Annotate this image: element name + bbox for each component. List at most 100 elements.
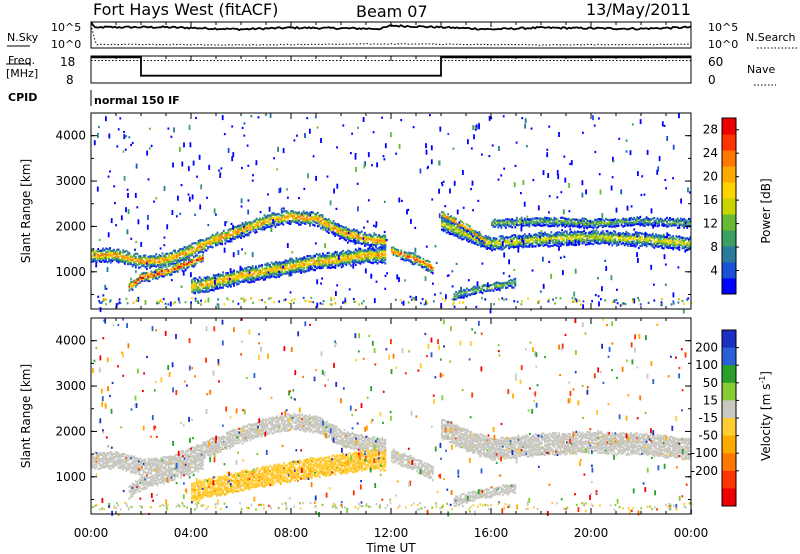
power-cell <box>427 267 429 270</box>
power-cell <box>345 251 348 254</box>
power-cell <box>397 249 400 252</box>
power-cell <box>100 260 103 263</box>
power-cell <box>125 260 128 263</box>
power-cell <box>659 234 662 237</box>
power-cell <box>279 217 282 220</box>
power-cell <box>531 217 534 220</box>
power-cell <box>597 224 600 227</box>
power-cell <box>464 233 467 236</box>
power-cell <box>261 266 263 269</box>
power-cell <box>347 258 349 261</box>
power-cell <box>192 277 195 280</box>
power-cell <box>199 239 202 242</box>
power-cell <box>447 231 450 234</box>
power-cell <box>616 234 618 237</box>
power-cell <box>116 251 118 254</box>
power-cell <box>586 243 589 246</box>
power-cell <box>234 281 237 284</box>
power-cell <box>302 212 305 215</box>
power-cell <box>169 262 172 265</box>
power-cell <box>403 253 406 256</box>
power-cell <box>221 236 223 240</box>
power-cell <box>626 244 629 247</box>
power-cell <box>548 225 551 228</box>
power-cell <box>603 234 606 237</box>
power-cell <box>337 228 340 231</box>
power-cell <box>450 221 453 224</box>
power-cell <box>259 269 262 272</box>
power-cell <box>226 279 229 282</box>
power-cell <box>379 248 382 251</box>
power-cell <box>186 265 189 268</box>
power-cell <box>162 269 165 272</box>
power-cell <box>214 275 217 278</box>
power-cell <box>350 260 352 263</box>
power-cell <box>567 221 570 224</box>
power-cell <box>619 219 621 222</box>
power-cell <box>466 236 468 240</box>
power-cell <box>103 257 106 260</box>
power-cell <box>248 278 251 281</box>
power-cell <box>192 280 195 283</box>
power-cell <box>360 242 363 245</box>
power-cell <box>203 285 206 288</box>
power-cell <box>171 260 173 263</box>
power-cell <box>545 233 548 236</box>
power-cell <box>683 236 685 239</box>
power-cell <box>226 272 229 275</box>
power-cell <box>343 236 346 239</box>
power-cell <box>186 258 189 261</box>
power-cell <box>153 264 156 267</box>
power-cell <box>501 248 504 251</box>
power-cell <box>214 287 217 290</box>
power-cell <box>670 224 673 227</box>
power-cell <box>149 265 151 268</box>
power-cell <box>186 247 189 250</box>
power-cell <box>533 240 535 243</box>
power-cell <box>497 220 500 223</box>
power-cell <box>307 218 310 221</box>
power-cell <box>637 235 640 238</box>
power-cell <box>617 232 620 235</box>
power-cell <box>461 220 463 223</box>
power-cell <box>612 225 615 228</box>
power-cell <box>566 230 568 233</box>
power-cell <box>340 256 343 259</box>
power-cell <box>650 240 653 243</box>
power-cell <box>455 231 457 234</box>
power-cell <box>597 218 600 221</box>
power-cell <box>192 286 195 289</box>
power-cell <box>304 219 307 222</box>
power-cell <box>236 276 238 279</box>
power-cell <box>167 255 170 258</box>
power-cell <box>522 224 525 227</box>
power-cell <box>528 220 531 224</box>
power-cell <box>544 216 546 219</box>
power-cell <box>689 241 692 244</box>
power-cell <box>300 269 302 272</box>
power-cell <box>149 257 151 260</box>
power-cell <box>670 240 673 243</box>
power-cell <box>270 269 273 272</box>
power-cell <box>400 256 403 260</box>
power-cell <box>337 230 340 233</box>
power-cell <box>181 263 184 266</box>
power-cell <box>289 265 292 268</box>
power-cell <box>180 262 182 265</box>
power-cell <box>419 260 422 263</box>
power-cell <box>464 236 467 239</box>
power-cell <box>217 283 220 286</box>
power-cell <box>616 219 618 222</box>
power-cell <box>357 233 360 236</box>
power-cell <box>580 240 582 243</box>
power-cell <box>476 243 479 247</box>
power-cell <box>321 226 324 229</box>
power-cell <box>417 257 420 260</box>
power-cell <box>225 281 228 284</box>
power-cell <box>343 261 346 264</box>
power-cell <box>331 228 333 231</box>
power-cell <box>550 234 553 237</box>
power-cell <box>448 226 451 230</box>
power-cell <box>354 237 357 240</box>
power-cell <box>92 258 95 261</box>
